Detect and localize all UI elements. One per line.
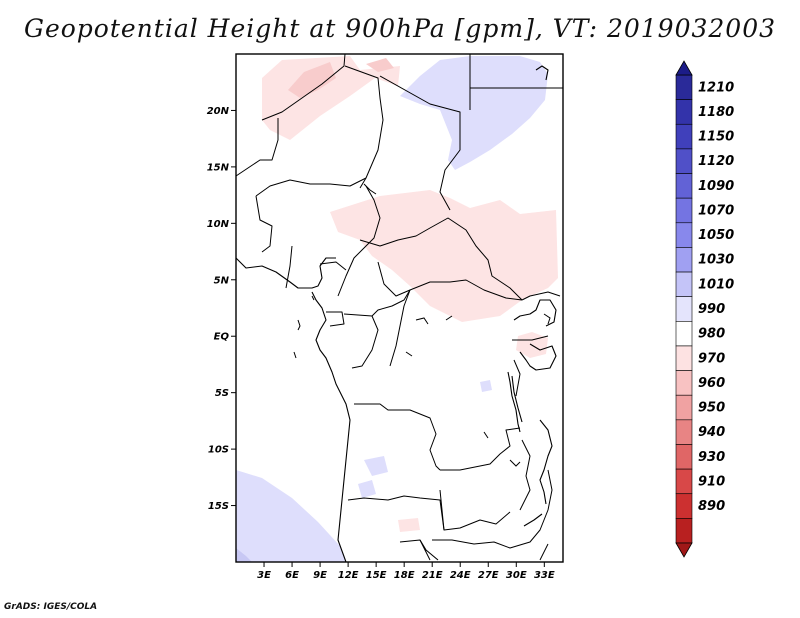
- shading-above-1030: [236, 548, 252, 562]
- lat-tick-label: 5N: [214, 275, 230, 286]
- colorbar-label: 970: [698, 351, 725, 366]
- lon-tick-label: 15E: [366, 570, 387, 581]
- small-islands: [293, 183, 551, 467]
- lat-tick-label: 10S: [208, 445, 229, 456]
- lon-tick-label: 9E: [313, 570, 327, 581]
- colorbar-label: 990: [698, 302, 725, 317]
- colorbar-swatch: [675, 518, 693, 544]
- colorbar-label: 1150: [698, 130, 734, 145]
- map-frame: [235, 53, 564, 563]
- colorbar-swatch: [675, 197, 693, 224]
- grads-credit: GrADS: IGES/COLA: [4, 602, 98, 612]
- colorbar-swatch: [675, 444, 693, 470]
- lon-tick-label: 24E: [450, 570, 471, 581]
- lat-tick-label: 20N: [207, 106, 230, 117]
- lon-tick-label: 21E: [422, 570, 443, 581]
- colorbar-swatch: [675, 468, 693, 495]
- lat-tick-label: EQ: [214, 332, 230, 343]
- colorbar-label: 1180: [698, 105, 734, 120]
- colorbar-label: 1050: [698, 228, 734, 243]
- colorbar-swatch: [675, 123, 693, 150]
- colorbar-label: 1210: [698, 80, 734, 95]
- colorbar-swatch: [675, 247, 693, 273]
- longitude-axis: 3E 6E 9E 12E 15E 18E 21E 24E 27E 30E 33E: [257, 562, 555, 581]
- colorbar-swatch: [675, 370, 693, 396]
- lat-tick-label: 10N: [207, 219, 230, 230]
- lon-tick-label: 18E: [394, 570, 415, 581]
- colorbar-label: 1120: [698, 154, 734, 169]
- lon-tick-label: 33E: [534, 570, 555, 581]
- map-title: Geopotential Height at 900hPa [gpm], VT:…: [23, 14, 777, 43]
- colorbar-label: 1090: [698, 179, 734, 194]
- colorbar-swatch: [675, 99, 693, 125]
- colorbar-label: 910: [698, 474, 725, 489]
- colorbar-swatch: [675, 493, 693, 519]
- colorbar-swatch: [675, 173, 693, 199]
- lon-tick-label: 27E: [478, 570, 499, 581]
- lon-tick-label: 6E: [285, 570, 299, 581]
- colorbar-swatch: [675, 74, 693, 100]
- colorbar: 1210 1180 1150 1120 1090 1070 1050 1030 1010 990 9…: [675, 60, 734, 558]
- colorbar-label: 890: [698, 499, 725, 514]
- colorbar-swatch: [675, 148, 693, 174]
- colorbar-label: 980: [698, 327, 725, 342]
- map-panel: 20N 15N 10N 5N EQ 5S 10S 15S 3E 6E 9E 12E 15E 18E 21E…: [207, 53, 564, 581]
- lon-tick-label: 30E: [506, 570, 527, 581]
- lon-tick-label: 12E: [338, 570, 359, 581]
- colorbar-swatch: [675, 345, 693, 371]
- colorbar-label: 1030: [698, 253, 734, 268]
- shading-below-990: [262, 56, 558, 532]
- colorbar-swatch: [675, 394, 693, 421]
- colorbar-top-arrow: [675, 60, 693, 76]
- colorbar-swatch: [675, 296, 693, 322]
- shading-below-980: [288, 58, 394, 98]
- colorbar-label: 930: [698, 450, 725, 465]
- latitude-axis: 20N 15N 10N 5N EQ 5S 10S 15S: [207, 106, 236, 512]
- colorbar-label: 1010: [698, 277, 734, 292]
- lat-tick-label: 5S: [215, 388, 229, 399]
- colorbar-label: 950: [698, 401, 725, 416]
- colorbar-swatch: [675, 271, 693, 297]
- colorbar-label: 1070: [698, 203, 734, 218]
- colorbar-swatch: [675, 222, 693, 248]
- lat-tick-label: 15S: [208, 501, 229, 512]
- country-borders: [235, 53, 563, 561]
- colorbar-label: 960: [698, 376, 725, 391]
- colorbar-bottom-arrow: [675, 542, 693, 558]
- colorbar-swatch: [675, 321, 693, 347]
- lat-tick-label: 15N: [207, 162, 230, 173]
- colorbar-swatch: [675, 419, 693, 445]
- coastline: [235, 65, 557, 563]
- shading-above-1010: [236, 56, 548, 562]
- lon-tick-label: 3E: [257, 570, 271, 581]
- colorbar-label: 940: [698, 425, 725, 440]
